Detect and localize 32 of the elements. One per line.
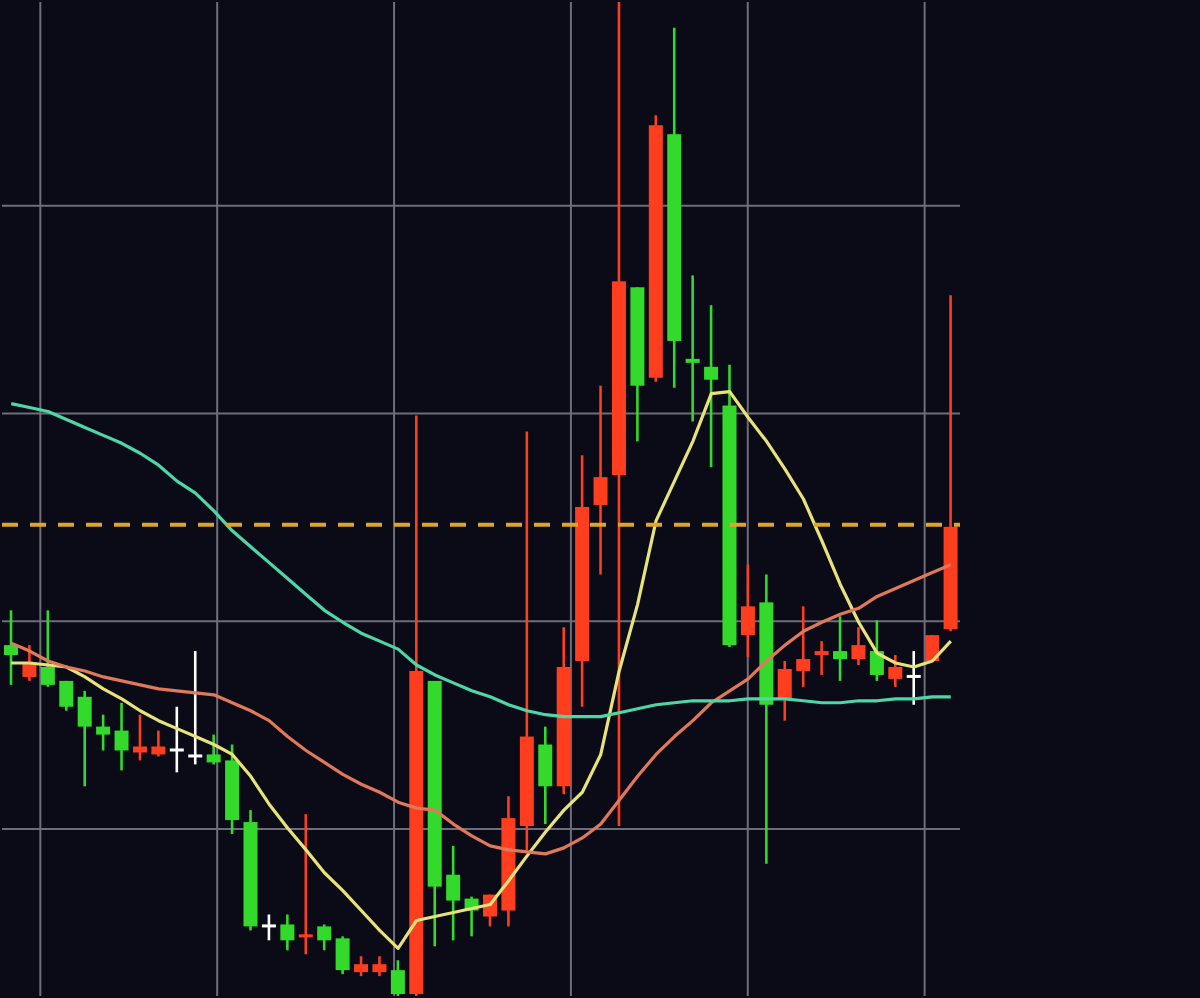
candlestick: [4, 609, 18, 687]
candlestick: [814, 639, 829, 677]
candlestick: [317, 923, 332, 952]
candlestick: [869, 618, 884, 683]
candlestick: [96, 713, 111, 752]
candlestick: [298, 812, 313, 956]
candlestick: [851, 625, 866, 667]
candlestick: [40, 609, 55, 689]
candlestick: [740, 563, 755, 659]
candlestick: [833, 614, 848, 683]
candlestick: [206, 733, 221, 766]
candlestick: [77, 689, 92, 788]
candlestick: [59, 679, 74, 713]
candlestick: [188, 649, 203, 766]
candlestick: [114, 701, 129, 772]
candlestick: [925, 633, 940, 663]
candlestick: [685, 274, 700, 423]
candlestick: [335, 935, 350, 976]
candlestick: [354, 954, 369, 978]
candlestick: [888, 653, 903, 689]
candlestick: [538, 725, 553, 826]
candlestick: [169, 705, 184, 774]
candlestick: [261, 913, 276, 942]
candlestick: [372, 954, 387, 978]
candlestick: [704, 303, 719, 469]
candlestick: [796, 605, 811, 689]
candlestick: [777, 659, 792, 722]
candlestick: [280, 913, 295, 952]
candlestick: [906, 649, 921, 707]
candlestick: [593, 384, 608, 576]
candlestick: [446, 844, 461, 942]
candlestick: [390, 958, 405, 996]
